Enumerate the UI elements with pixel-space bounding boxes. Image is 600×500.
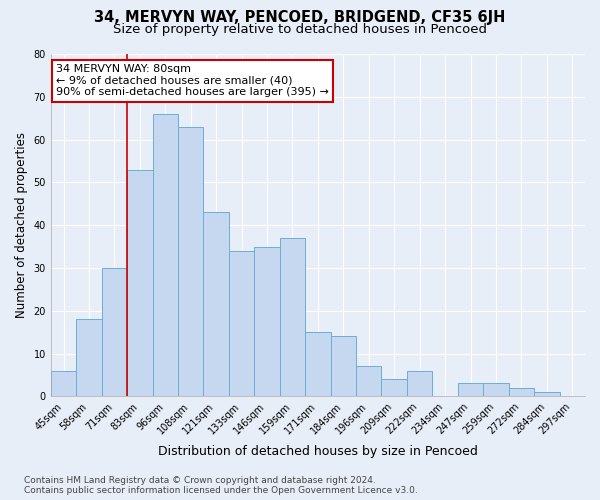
Bar [203,212,229,396]
Bar [127,170,152,396]
Bar [76,320,101,396]
Bar [101,268,127,396]
Bar [356,366,382,396]
Bar [229,251,254,396]
Bar [152,114,178,397]
Bar [305,332,331,396]
Bar [483,384,509,396]
X-axis label: Distribution of detached houses by size in Pencoed: Distribution of detached houses by size … [158,444,478,458]
Bar [254,246,280,396]
Text: Size of property relative to detached houses in Pencoed: Size of property relative to detached ho… [113,22,487,36]
Bar [280,238,305,396]
Bar [178,126,203,396]
Text: Contains HM Land Registry data © Crown copyright and database right 2024.
Contai: Contains HM Land Registry data © Crown c… [24,476,418,495]
Bar [51,370,76,396]
Y-axis label: Number of detached properties: Number of detached properties [15,132,28,318]
Bar [407,370,433,396]
Bar [534,392,560,396]
Bar [382,379,407,396]
Bar [331,336,356,396]
Bar [458,384,483,396]
Text: 34 MERVYN WAY: 80sqm
← 9% of detached houses are smaller (40)
90% of semi-detach: 34 MERVYN WAY: 80sqm ← 9% of detached ho… [56,64,329,98]
Text: 34, MERVYN WAY, PENCOED, BRIDGEND, CF35 6JH: 34, MERVYN WAY, PENCOED, BRIDGEND, CF35 … [94,10,506,25]
Bar [509,388,534,396]
